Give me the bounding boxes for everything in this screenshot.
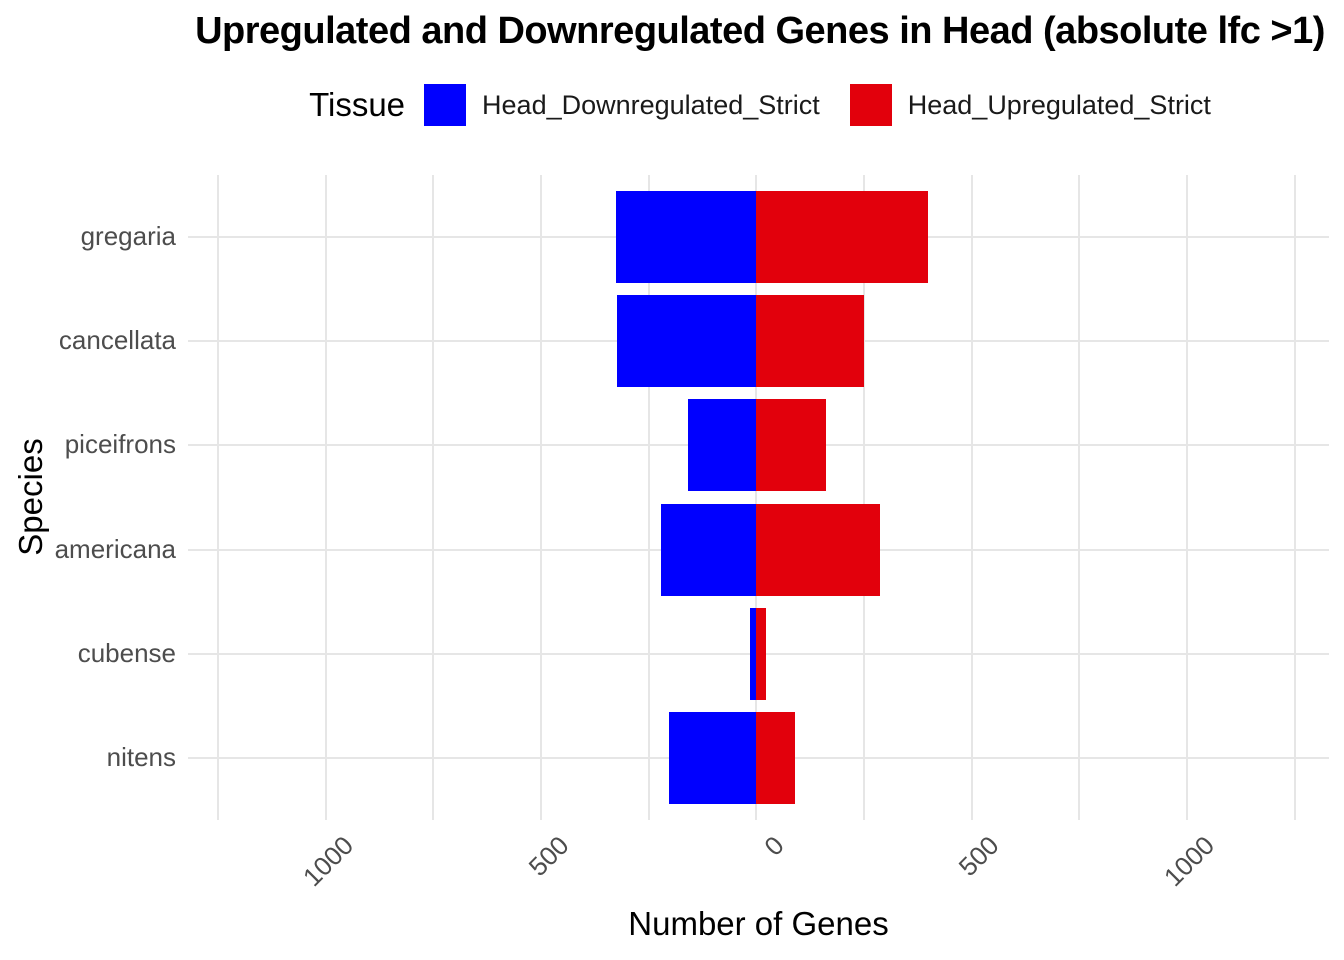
y-tick-label-cancellata: cancellata [58,325,176,356]
y-tick-label-piceifrons: piceifrons [64,429,176,460]
chart-panel [188,175,1329,820]
x-tick-label-1000: 1000 [296,830,359,893]
x-gridline [1293,175,1296,820]
legend-swatch-downregulated-icon [424,84,467,126]
x-axis-title: Number of Genes [628,905,889,942]
legend-item-upregulated[interactable]: Head_Upregulated_Strict [849,84,1211,126]
legend-label-downregulated: Head_Downregulated_Strict [482,89,820,120]
x-tick-label-1000: 1000 [1158,830,1221,893]
bar-downregulated-piceifrons[interactable] [688,399,757,491]
x-gridline [647,175,650,820]
legend: Tissue Head_Downregulated_Strict Head_Up… [150,80,1344,130]
x-tick-label-500: 500 [522,830,575,882]
legend-swatch-upregulated-icon [849,84,892,126]
x-gridline [1078,175,1081,820]
bar-upregulated-cubense[interactable] [756,608,766,700]
x-tick-label-500: 500 [952,830,1005,882]
bar-upregulated-nitens[interactable] [756,712,795,804]
bar-downregulated-cancellata[interactable] [616,295,757,387]
x-gridline [432,175,435,820]
bar-upregulated-gregaria[interactable] [756,191,929,283]
x-gridline [970,175,973,820]
x-gridline [217,175,220,820]
y-tick-label-americana: americana [54,533,176,564]
legend-title: Tissue [309,86,406,123]
bar-upregulated-cancellata[interactable] [756,295,865,387]
y-tick-label-nitens: nitens [106,741,176,772]
bar-downregulated-gregaria[interactable] [616,191,757,283]
y-tick-label-cubense: cubense [77,637,176,668]
bar-upregulated-piceifrons[interactable] [756,399,827,491]
x-gridline [755,175,758,820]
x-gridline [1185,175,1188,820]
bar-upregulated-americana[interactable] [756,504,880,596]
legend-item-downregulated[interactable]: Head_Downregulated_Strict [424,84,820,126]
bar-downregulated-americana[interactable] [660,504,757,596]
bar-downregulated-nitens[interactable] [668,712,757,804]
x-gridline [862,175,865,820]
legend-label-upregulated: Head_Upregulated_Strict [907,89,1211,120]
bar-downregulated-cubense[interactable] [749,608,757,700]
x-tick-label-0: 0 [758,830,790,862]
chart-title: Upregulated and Downregulated Genes in H… [195,10,1325,52]
x-gridline [324,175,327,820]
y-tick-label-gregaria: gregaria [80,221,176,252]
x-gridline [540,175,543,820]
